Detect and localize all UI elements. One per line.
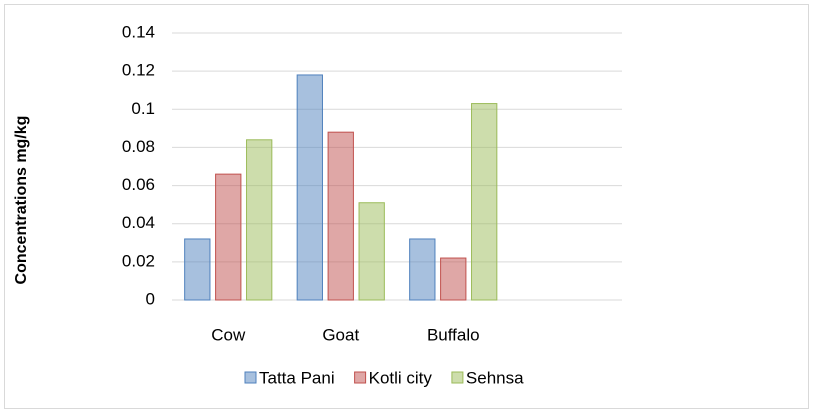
- x-tick-label: Cow: [211, 325, 246, 344]
- bar: [327, 131, 354, 301]
- bar: [358, 202, 385, 301]
- y-tick-label: 0.04: [122, 213, 155, 232]
- legend-label: Sehnsa: [466, 368, 524, 387]
- bar: [215, 173, 242, 301]
- chart-frame: [4, 4, 809, 409]
- legend-label: Kotli city: [369, 368, 433, 387]
- y-tick-label: 0.12: [122, 61, 155, 80]
- y-tick-label: 0.1: [131, 99, 155, 118]
- bar: [471, 103, 498, 301]
- y-tick-label: 0.14: [122, 22, 155, 41]
- y-tick-label: 0.02: [122, 251, 155, 270]
- legend-swatch: [354, 371, 367, 384]
- bar: [440, 257, 467, 301]
- x-tick-label: Buffalo: [427, 325, 480, 344]
- y-axis-label: Concentrations mg/kg: [13, 116, 30, 285]
- y-tick-label: 0: [146, 289, 155, 308]
- bar: [409, 238, 436, 301]
- bar: [184, 238, 211, 301]
- legend-label: Tatta Pani: [259, 368, 335, 387]
- bar: [296, 74, 323, 301]
- bar: [246, 139, 273, 301]
- legend-swatch: [244, 371, 257, 384]
- y-tick-label: 0.08: [122, 137, 155, 156]
- legend-swatch: [451, 371, 464, 384]
- x-tick-label: Goat: [322, 325, 359, 344]
- y-tick-label: 0.06: [122, 175, 155, 194]
